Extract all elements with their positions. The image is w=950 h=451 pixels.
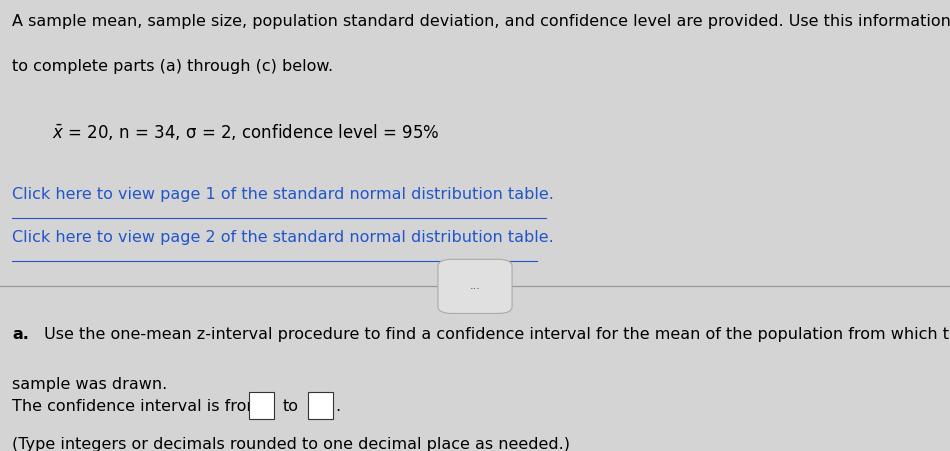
FancyBboxPatch shape [308,392,332,419]
Text: to: to [283,399,299,414]
FancyBboxPatch shape [249,392,274,419]
FancyBboxPatch shape [438,259,512,313]
Text: ...: ... [469,281,481,291]
Text: Click here to view page 2 of the standard normal distribution table.: Click here to view page 2 of the standar… [12,230,554,245]
Text: Click here to view page 1 of the standard normal distribution table.: Click here to view page 1 of the standar… [12,187,554,202]
Text: .: . [335,399,340,414]
Text: The confidence interval is from: The confidence interval is from [12,399,262,414]
Text: a.: a. [12,327,29,342]
Text: to complete parts (a) through (c) below.: to complete parts (a) through (c) below. [12,59,333,74]
Text: $\bar{x}$ = 20, n = 34, σ = 2, confidence level = 95%: $\bar{x}$ = 20, n = 34, σ = 2, confidenc… [52,122,440,142]
Text: (Type integers or decimals rounded to one decimal place as needed.): (Type integers or decimals rounded to on… [12,437,570,451]
Text: Use the one-mean z-interval procedure to find a confidence interval for the mean: Use the one-mean z-interval procedure to… [39,327,950,342]
Text: A sample mean, sample size, population standard deviation, and confidence level : A sample mean, sample size, population s… [12,14,950,28]
Text: sample was drawn.: sample was drawn. [12,377,167,391]
